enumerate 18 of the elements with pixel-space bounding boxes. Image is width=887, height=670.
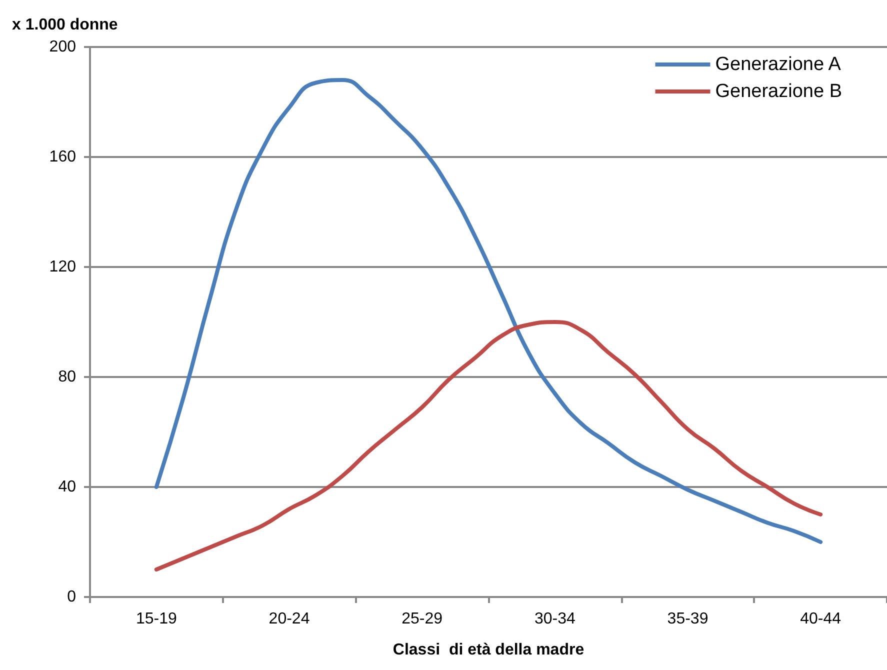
x-tick-label: 40-44 bbox=[800, 610, 842, 628]
legend-label: Generazione B bbox=[715, 81, 842, 102]
x-tick-label: 35-39 bbox=[667, 610, 708, 628]
y-axis-title: x 1.000 donne bbox=[12, 16, 118, 34]
x-tick-label: 25-29 bbox=[402, 610, 443, 628]
y-tick-label: 200 bbox=[49, 38, 76, 56]
legend-label: Generazione A bbox=[715, 54, 842, 75]
x-tick-label: 20-24 bbox=[268, 610, 310, 628]
y-tick-label: 40 bbox=[58, 478, 76, 496]
x-tick-label: 30-34 bbox=[534, 610, 576, 628]
line-series bbox=[154, 320, 823, 572]
y-tick-label: 160 bbox=[49, 148, 76, 166]
x-axis-title: Classi di età della madre bbox=[392, 642, 584, 658]
y-tick-label: 80 bbox=[58, 368, 76, 386]
line-series bbox=[154, 78, 823, 544]
y-tick-label: 120 bbox=[49, 258, 76, 276]
y-tick-label: 0 bbox=[67, 588, 76, 606]
x-tick-label: 15-19 bbox=[136, 610, 177, 628]
